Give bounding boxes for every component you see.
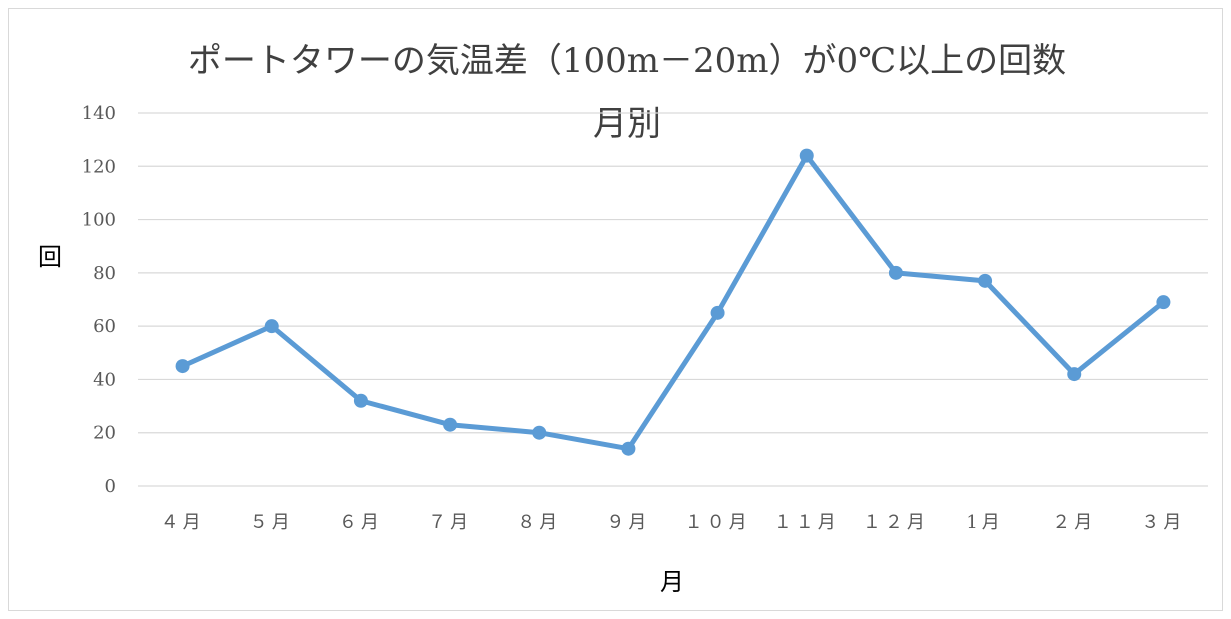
x-tick-label-9: 1月	[966, 512, 1003, 533]
y-tick-label-3: 60	[93, 316, 116, 337]
data-point-9	[978, 273, 993, 288]
data-point-5	[621, 441, 636, 456]
data-point-4	[532, 425, 547, 440]
data-point-1	[264, 319, 279, 334]
chart-frame	[8, 8, 1223, 611]
y-tick-label-2: 40	[93, 369, 116, 390]
data-point-2	[353, 393, 368, 408]
chart-subtitle: 月別	[593, 104, 661, 144]
y-tick-label-7: 140	[82, 103, 116, 124]
x-tick-label-2: ６月	[339, 512, 383, 533]
x-tick-label-4: ８月	[517, 512, 561, 533]
y-tick-label-6: 120	[82, 156, 116, 177]
data-point-6	[710, 305, 725, 320]
y-tick-label-0: 0	[105, 476, 116, 497]
x-tick-label-1: ５月	[250, 512, 294, 533]
chart-title: ポートタワーの気温差（100m－20m）が0℃以上の回数	[188, 41, 1066, 81]
x-tick-label-0: ４月	[161, 512, 205, 533]
x-tick-labels: ４月 ５月 ６月 ７月 ８月 ９月 １０月 １１月 １２月 1月 ２月 ３月	[161, 512, 1185, 533]
data-point-7	[799, 148, 814, 163]
x-tick-label-7: １１月	[774, 512, 840, 533]
x-tick-label-5: ９月	[606, 512, 650, 533]
x-tick-label-8: １２月	[863, 512, 929, 533]
x-tick-label-6: １０月	[685, 512, 751, 533]
y-tick-label-4: 80	[93, 263, 116, 284]
x-axis-title: 月	[660, 568, 684, 596]
grid-layer	[138, 112, 1208, 487]
y-tick-label-5: 100	[82, 210, 116, 231]
x-tick-label-11: ３月	[1141, 512, 1185, 533]
data-point-3	[443, 417, 458, 432]
data-point-11	[1156, 295, 1171, 310]
x-tick-label-10: ２月	[1052, 512, 1096, 533]
y-axis-title: 回	[38, 243, 62, 271]
x-tick-label-3: ７月	[428, 512, 472, 533]
data-point-10	[1067, 367, 1082, 382]
data-point-0	[175, 359, 190, 374]
series-layer	[175, 148, 1171, 456]
y-tick-labels: 0 20 40 60 80 100 120 140	[82, 103, 116, 497]
y-tick-label-1: 20	[93, 423, 116, 444]
data-point-8	[888, 265, 903, 280]
series-line-0	[180, 153, 1166, 452]
